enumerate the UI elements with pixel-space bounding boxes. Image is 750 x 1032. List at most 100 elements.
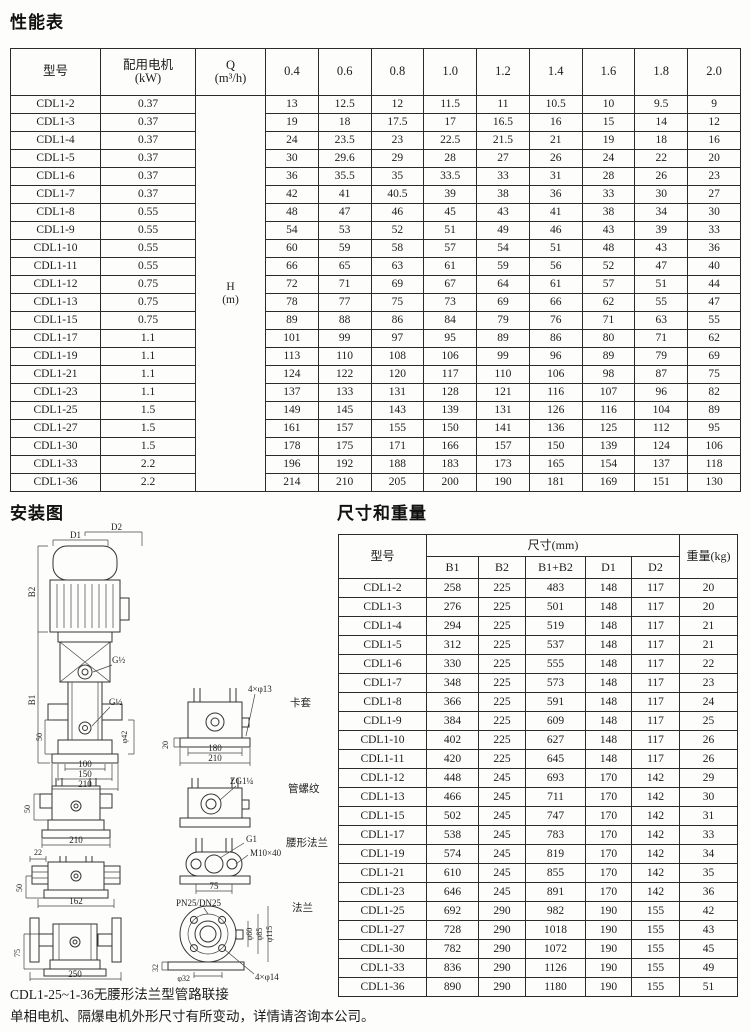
- head-value-cell: 157: [317, 419, 372, 438]
- head-value-cell: 57: [423, 239, 478, 258]
- table-row: CDL1-27 1.5 161 157 155 150 141 136 125 112 95: [10, 419, 741, 438]
- size-value-cell: 519: [525, 616, 586, 636]
- head-value-cell: 124: [265, 365, 319, 384]
- size-value-cell: 148: [585, 673, 632, 693]
- head-value-cell: 131: [370, 383, 425, 402]
- table-row: CDL1-23 646 245 891 170 142 36: [338, 882, 739, 902]
- size-value-cell: 312: [426, 635, 479, 655]
- table-row: CDL1-9 384 225 609 148 117 25: [338, 711, 739, 731]
- pump-side-view-drawing: [47, 545, 130, 764]
- performance-table-body: CDL1-2 0.37 H (m) 13 12.5 12 11.5 11 10.5 10 9.5 9 C…: [10, 95, 741, 492]
- size-value-cell: 891: [525, 882, 586, 902]
- head-value-cell: 39: [634, 221, 689, 240]
- label-flange: 法兰: [292, 901, 313, 914]
- model-cell: CDL1-13: [338, 787, 427, 807]
- round-flange-drawing: [167, 905, 245, 971]
- dim-label-100: 100: [78, 759, 92, 769]
- head-value-cell: 96: [634, 383, 689, 402]
- size-value-cell: 627: [525, 730, 586, 750]
- head-value-cell: 31: [528, 167, 583, 186]
- head-value-cell: 75: [687, 365, 741, 384]
- size-value-cell: 245: [478, 882, 526, 902]
- head-value-cell: 58: [370, 239, 425, 258]
- table-row: CDL1-36 2.2 214 210 205 200 190 181 169 151 130: [10, 473, 741, 492]
- model-cell: CDL1-10: [10, 239, 101, 258]
- table-row: CDL1-15 0.75 89 88 86 84 79 76 71 63 55: [10, 311, 741, 330]
- size-value-cell: 538: [426, 825, 479, 845]
- model-cell: CDL1-7: [10, 185, 101, 204]
- table-row: CDL1-19 574 245 819 170 142 34: [338, 844, 739, 864]
- head-value-cell: 30: [265, 149, 319, 168]
- table-row: CDL1-25 1.5 149 145 143 139 131 126 116 104 89: [10, 401, 741, 420]
- col-header-flow: 1.0: [423, 48, 478, 96]
- size-value-cell: 290: [478, 977, 526, 997]
- size-value-cell: 591: [525, 692, 586, 712]
- size-value-cell: 142: [630, 806, 681, 826]
- head-value-cell: 19: [265, 113, 319, 132]
- size-value-cell: 728: [426, 920, 479, 940]
- installation-diagram: D1 D2 B2 B1 50 G½ G½ φ42 100 150 210 20 …: [13, 522, 328, 982]
- head-value-cell: 11: [476, 95, 530, 114]
- head-value-cell: 28: [423, 149, 478, 168]
- label-clamp-sleeve: 卡套: [290, 696, 311, 709]
- head-value-cell: 95: [423, 329, 478, 348]
- head-value-cell: 16: [528, 113, 583, 132]
- flange-dimension-lines: [161, 906, 269, 978]
- head-value-cell: 49: [476, 221, 530, 240]
- size-value-cell: 258: [426, 578, 479, 598]
- head-value-cell: 137: [634, 455, 689, 474]
- flanged-side-view-drawing: [29, 917, 122, 977]
- size-value-cell: 117: [630, 692, 681, 712]
- head-value-cell: 46: [370, 203, 425, 222]
- size-value-cell: 466: [426, 787, 479, 807]
- size-value-cell: 142: [630, 882, 681, 902]
- table-row: CDL1-36 890 290 1180 190 155 51: [338, 977, 739, 997]
- size-value-cell: 245: [478, 825, 526, 845]
- head-value-cell: 12: [687, 113, 741, 132]
- size-value-cell: 1072: [525, 939, 586, 959]
- head-value-cell: 39: [423, 185, 478, 204]
- clamp-dimension-lines: [173, 693, 256, 766]
- head-value-cell: 11.5: [423, 95, 478, 114]
- model-cell: CDL1-25: [338, 901, 427, 921]
- base-side-view-drawing: [39, 778, 113, 839]
- model-cell: CDL1-4: [338, 616, 427, 636]
- head-value-cell: 44: [687, 275, 741, 294]
- head-value-cell: 16.5: [476, 113, 530, 132]
- power-cell: 0.37: [100, 185, 196, 204]
- size-value-cell: 148: [585, 635, 632, 655]
- dim-label-side2-50: 50: [23, 805, 32, 813]
- head-value-cell: 101: [265, 329, 319, 348]
- size-value-cell: 21: [679, 635, 739, 655]
- union-side-view-drawing: [31, 856, 121, 899]
- head-value-cell: 143: [370, 401, 425, 420]
- dimensions-title: 尺寸和重量: [337, 504, 427, 523]
- head-value-cell: 71: [317, 275, 372, 294]
- head-value-cell: 77: [317, 293, 372, 312]
- head-value-cell: 69: [370, 275, 425, 294]
- size-value-cell: 225: [478, 597, 526, 617]
- size-value-cell: 574: [426, 844, 479, 864]
- size-value-cell: 34: [679, 844, 739, 864]
- dim-label-phi115: φ115: [265, 926, 274, 942]
- dim-label-phi60: φ60: [245, 928, 254, 941]
- performance-title: 性能表: [10, 13, 64, 32]
- col-header-size: B1: [426, 556, 479, 579]
- head-value-cell: 169: [581, 473, 636, 492]
- head-value-cell: 66: [528, 293, 583, 312]
- head-value-cell: 63: [370, 257, 425, 276]
- head-value-cell: 9: [687, 95, 741, 114]
- power-cell: 1.1: [100, 383, 196, 402]
- size-value-cell: 783: [525, 825, 586, 845]
- size-value-cell: 1126: [525, 958, 586, 978]
- head-value-cell: 108: [370, 347, 425, 366]
- size-value-cell: 117: [630, 635, 681, 655]
- table-row: CDL1-33 836 290 1126 190 155 49: [338, 958, 739, 978]
- port-label-g-top: G½: [112, 655, 125, 665]
- head-value-cell: 118: [687, 455, 741, 474]
- size-value-cell: 24: [679, 692, 739, 712]
- size-value-cell: 330: [426, 654, 479, 674]
- size-value-cell: 35: [679, 863, 739, 883]
- head-value-cell: 62: [581, 293, 636, 312]
- table-row: CDL1-15 502 245 747 170 142 31: [338, 806, 739, 826]
